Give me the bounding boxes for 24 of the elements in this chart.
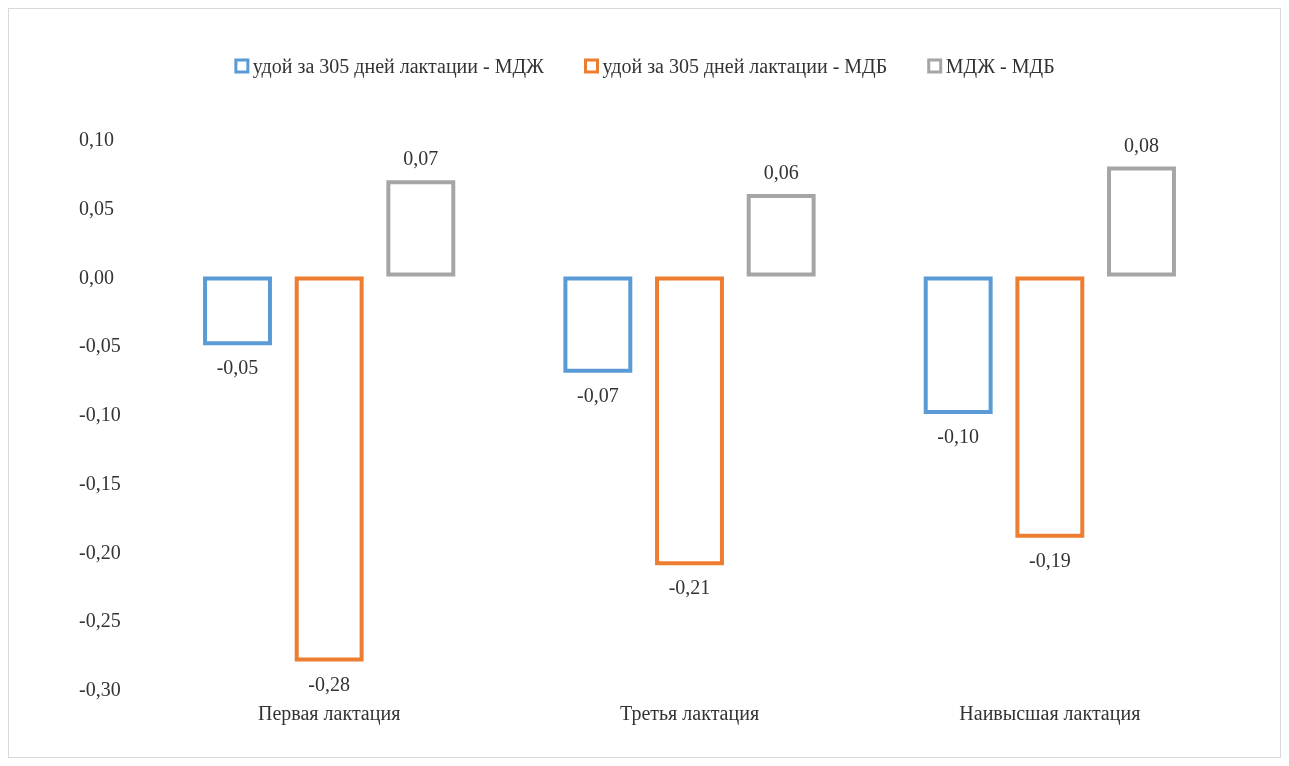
y-tick-label: -0,25 bbox=[79, 609, 121, 632]
y-tick-label: -0,30 bbox=[79, 678, 121, 700]
legend-label: удой за 305 дней лактации - МДЖ bbox=[252, 55, 545, 78]
y-tick-label: 0,05 bbox=[79, 196, 114, 219]
data-label: -0,21 bbox=[668, 576, 711, 599]
y-tick-label: -0,20 bbox=[79, 540, 121, 563]
data-label: -0,10 bbox=[937, 425, 980, 447]
x-tick-label: Третья лактация bbox=[619, 702, 760, 725]
legend-label: удой за 305 дней лактации - МДБ bbox=[602, 55, 888, 78]
x-tick-label: Наивысшая лактация bbox=[959, 702, 1141, 725]
data-label: 0,06 bbox=[763, 161, 799, 183]
y-tick-label: -0,15 bbox=[79, 471, 121, 494]
y-tick-label: -0,10 bbox=[79, 403, 121, 425]
y-tick-label: -0,05 bbox=[79, 334, 121, 357]
data-label: -0,28 bbox=[308, 672, 350, 695]
data-label: -0,07 bbox=[577, 383, 619, 406]
data-label: -0,19 bbox=[1029, 548, 1071, 571]
data-label: 0,07 bbox=[403, 147, 439, 170]
x-tick-label: Первая лактация bbox=[257, 702, 401, 725]
data-label: -0,05 bbox=[216, 356, 259, 379]
y-tick-label: 0,10 bbox=[79, 128, 114, 150]
data-label: 0,08 bbox=[1123, 133, 1159, 156]
legend-label: МДЖ - МДБ bbox=[945, 55, 1055, 78]
y-tick-label: 0,00 bbox=[79, 265, 114, 288]
